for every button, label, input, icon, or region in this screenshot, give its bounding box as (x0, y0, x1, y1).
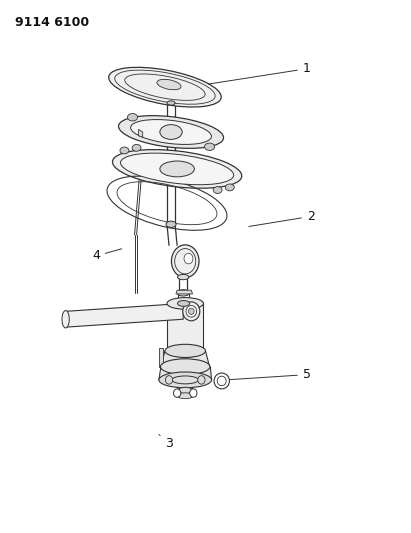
Ellipse shape (177, 393, 193, 399)
Ellipse shape (171, 245, 199, 278)
Polygon shape (161, 351, 210, 367)
Ellipse shape (167, 101, 175, 105)
Ellipse shape (160, 161, 194, 177)
Ellipse shape (205, 143, 215, 150)
Ellipse shape (177, 290, 189, 296)
Ellipse shape (132, 144, 141, 151)
Ellipse shape (213, 187, 222, 193)
Ellipse shape (131, 119, 211, 144)
Ellipse shape (167, 297, 203, 309)
Ellipse shape (178, 387, 192, 393)
Ellipse shape (190, 389, 197, 397)
Ellipse shape (198, 376, 205, 384)
Ellipse shape (167, 345, 203, 357)
Ellipse shape (113, 150, 242, 188)
Ellipse shape (160, 125, 182, 140)
Text: 1: 1 (208, 62, 311, 84)
Ellipse shape (178, 274, 189, 280)
Ellipse shape (217, 376, 226, 386)
Ellipse shape (165, 376, 173, 384)
Ellipse shape (62, 311, 69, 328)
Text: 2: 2 (249, 210, 315, 227)
Ellipse shape (120, 153, 234, 185)
Ellipse shape (186, 305, 196, 317)
Text: 3: 3 (159, 434, 173, 450)
Ellipse shape (166, 221, 176, 228)
Polygon shape (167, 303, 203, 351)
Ellipse shape (189, 308, 194, 314)
Ellipse shape (118, 116, 224, 148)
Ellipse shape (225, 184, 234, 191)
Polygon shape (176, 290, 192, 294)
Polygon shape (173, 380, 197, 391)
Text: 4: 4 (92, 249, 122, 262)
Ellipse shape (165, 344, 206, 358)
Ellipse shape (172, 376, 199, 384)
Text: 5: 5 (229, 368, 311, 381)
Ellipse shape (159, 372, 212, 388)
Polygon shape (176, 391, 194, 395)
Ellipse shape (157, 79, 181, 90)
Ellipse shape (214, 373, 229, 389)
Ellipse shape (183, 302, 200, 321)
Ellipse shape (120, 147, 129, 154)
Polygon shape (139, 130, 143, 138)
Ellipse shape (109, 67, 221, 107)
Ellipse shape (184, 253, 193, 264)
Text: 9114 6100: 9114 6100 (15, 16, 89, 29)
Polygon shape (159, 348, 163, 367)
Ellipse shape (162, 359, 208, 374)
Ellipse shape (173, 389, 181, 397)
Polygon shape (159, 367, 212, 380)
Ellipse shape (178, 301, 190, 306)
Polygon shape (66, 303, 183, 327)
Ellipse shape (161, 359, 210, 375)
Ellipse shape (127, 114, 138, 121)
